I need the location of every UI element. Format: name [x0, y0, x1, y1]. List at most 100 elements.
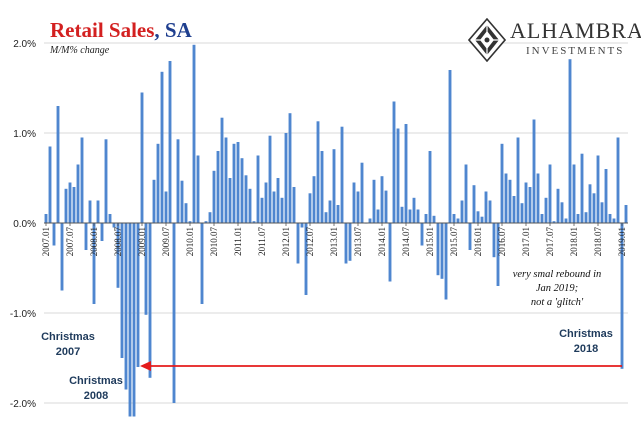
- bar: [144, 223, 148, 315]
- bar: [508, 179, 512, 223]
- bar: [124, 223, 128, 390]
- bar: [228, 178, 232, 223]
- bar: [320, 151, 324, 223]
- bar: [616, 137, 620, 223]
- bar: [236, 142, 240, 223]
- annotation-rebound-line2: Jan 2019;: [535, 283, 579, 294]
- bar: [552, 221, 556, 223]
- bar: [136, 223, 140, 367]
- x-tick-label: 2018.01: [569, 227, 579, 256]
- chart-title-red: Retail Sales: [50, 18, 155, 42]
- bar: [576, 214, 580, 223]
- y-tick-label: 1.0%: [13, 129, 36, 140]
- alhambra-diamond-icon: [468, 18, 506, 62]
- bar: [260, 197, 264, 223]
- bar: [152, 179, 156, 223]
- bar: [192, 44, 196, 223]
- x-tick-label: 2018.07: [593, 227, 603, 257]
- bar: [356, 191, 360, 223]
- bar: [372, 179, 376, 223]
- bar: [212, 170, 216, 223]
- bar: [280, 197, 284, 223]
- annotation-christmas-2007: Christmas 2007: [38, 330, 98, 360]
- bar: [448, 70, 452, 223]
- bar: [460, 200, 464, 223]
- bar: [188, 221, 192, 223]
- bar: [68, 182, 72, 223]
- bar: [360, 162, 364, 223]
- x-tick-label: 2013.01: [329, 227, 339, 256]
- x-tick-label: 2014.07: [401, 227, 411, 257]
- bar: [564, 218, 568, 223]
- bar: [496, 223, 500, 286]
- arrow-head: [140, 361, 151, 371]
- bar: [232, 143, 236, 223]
- bar: [488, 200, 492, 223]
- bar: [52, 223, 56, 246]
- bar: [428, 151, 432, 223]
- bar: [388, 223, 392, 282]
- x-tick-label: 2007.01: [41, 227, 51, 256]
- x-tick-label: 2016.07: [497, 227, 507, 257]
- y-axis: 2.0% 1.0% 0.0% -1.0% -2.0%: [10, 39, 36, 410]
- chart-title: Retail Sales, SA: [50, 18, 192, 43]
- bar: [492, 223, 496, 258]
- x-tick-label: 2013.07: [353, 227, 363, 257]
- bar: [472, 185, 476, 223]
- bar: [380, 176, 384, 223]
- bar: [288, 113, 292, 223]
- y-tick-label: 2.0%: [13, 39, 36, 50]
- x-tick-label: 2016.01: [473, 227, 483, 256]
- annotation-rebound-line1: very smal rebound in: [512, 269, 602, 280]
- x-tick-label: 2011.07: [257, 227, 267, 256]
- x-tick-label: 2008.07: [113, 227, 123, 257]
- bar: [176, 139, 180, 223]
- bar: [500, 143, 504, 223]
- bar: [116, 223, 120, 288]
- bar: [548, 164, 552, 223]
- bar: [72, 187, 76, 223]
- bar: [100, 223, 104, 241]
- alhambra-logo: ALHAMBRA INVESTMENTS: [466, 16, 641, 64]
- bar: [568, 59, 572, 224]
- bar: [444, 223, 448, 300]
- bar: [528, 187, 532, 223]
- bar: [252, 221, 256, 223]
- bar: [544, 197, 548, 223]
- bar: [104, 139, 108, 223]
- bar: [304, 223, 308, 295]
- bar: [316, 121, 320, 223]
- x-tick-label: 2014.01: [377, 227, 387, 256]
- bar: [204, 221, 208, 223]
- bar: [208, 212, 212, 223]
- bar: [120, 223, 124, 358]
- bar: [396, 128, 400, 223]
- bar: [168, 61, 172, 223]
- bar: [512, 196, 516, 223]
- bar: [140, 92, 144, 223]
- bar: [324, 212, 328, 223]
- bar: [452, 214, 456, 223]
- bar: [88, 200, 92, 223]
- bar: [604, 169, 608, 223]
- bar: [420, 223, 424, 246]
- bar: [224, 137, 228, 223]
- bar: [244, 175, 248, 223]
- annotation-christmas-2018-line1: Christmas: [559, 328, 613, 340]
- bar: [464, 164, 468, 223]
- bar: [200, 223, 204, 304]
- x-tick-label: 2017.07: [545, 227, 555, 257]
- bar: [156, 143, 160, 223]
- x-tick-label: 2008.01: [89, 227, 99, 256]
- bar: [432, 215, 436, 223]
- bar: [456, 218, 460, 223]
- bars: [44, 44, 628, 417]
- bar: [180, 180, 184, 223]
- x-tick-label: 2012.07: [305, 227, 315, 257]
- bar: [92, 223, 96, 304]
- chart-subtitle: M/M% change: [50, 45, 110, 56]
- bar: [308, 193, 312, 223]
- bar: [76, 164, 80, 223]
- annotation-christmas-2007-line2: 2007: [55, 346, 81, 358]
